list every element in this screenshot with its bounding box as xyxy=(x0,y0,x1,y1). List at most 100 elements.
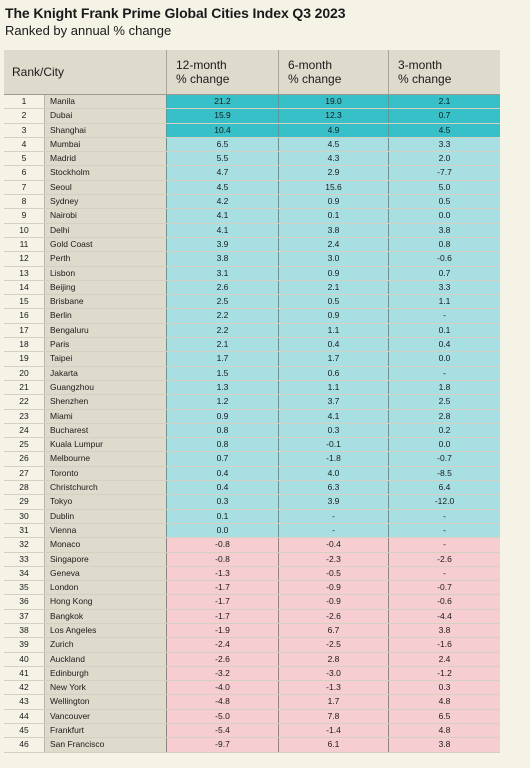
header-12-month-line2: % change xyxy=(176,72,230,86)
change-6-month-cell: 6.1 xyxy=(278,738,388,752)
change-12-month-cell: -1.3 xyxy=(166,566,278,581)
change-12-month-cell: 1.3 xyxy=(166,380,278,395)
rank-cell: 37 xyxy=(4,609,44,623)
table-row: 22 Shenzhen 1.2 3.7 2.5 xyxy=(4,395,500,410)
change-3-month-cell: 3.8 xyxy=(388,223,500,237)
rank-cell: 28 xyxy=(4,481,44,495)
table-row: 34 Geneva -1.3 -0.5- xyxy=(4,566,500,582)
rank-cell: 24 xyxy=(4,423,44,438)
change-12-month-cell: 2.2 xyxy=(166,309,278,323)
city-cell: Brisbane xyxy=(44,295,166,309)
header-3-month-line1: 3-month xyxy=(398,58,443,72)
change-3-month-cell: 0.4 xyxy=(388,338,500,352)
change-3-month-cell: 4.8 xyxy=(388,695,500,709)
city-cell: Beijing xyxy=(44,280,166,295)
change-3-month-cell: 2.8 xyxy=(388,409,500,423)
change-3-month-cell: 4.5 xyxy=(388,123,500,137)
change-3-month-cell: 6.5 xyxy=(388,709,500,724)
header-6-month-line2: % change xyxy=(288,72,342,86)
change-12-month-cell: -5.4 xyxy=(166,724,278,738)
rank-cell: 36 xyxy=(4,595,44,609)
change-6-month-cell: -0.5 xyxy=(278,566,388,581)
change-3-month-cell: 6.4 xyxy=(388,481,500,495)
rank-cell: 11 xyxy=(4,237,44,252)
change-6-month-cell: 4.5 xyxy=(278,137,388,152)
change-12-month-cell: 0.4 xyxy=(166,481,278,495)
rank-cell: 14 xyxy=(4,280,44,295)
city-cell: Paris xyxy=(44,338,166,352)
change-12-month-cell: 4.1 xyxy=(166,209,278,223)
change-3-month-cell: 0.0 xyxy=(388,438,500,452)
table-row: 31 Vienna 0.0- - xyxy=(4,523,500,539)
change-6-month-cell: 4.0 xyxy=(278,466,388,481)
table-row: 28 Christchurch 0.4 6.3 6.4 xyxy=(4,481,500,496)
change-3-month-cell: 0.3 xyxy=(388,681,500,695)
change-6-month-cell: - xyxy=(278,509,388,523)
rank-cell: 25 xyxy=(4,438,44,452)
change-6-month-cell: 3.9 xyxy=(278,495,388,509)
rank-cell: 44 xyxy=(4,709,44,724)
rank-cell: 5 xyxy=(4,152,44,166)
rank-cell: 9 xyxy=(4,209,44,223)
table-row: 36 Hong Kong -1.7 -0.9 -0.6 xyxy=(4,595,500,610)
table-row: 42 New York -4.0 -1.3 0.3 xyxy=(4,681,500,696)
city-cell: Jakarta xyxy=(44,366,166,380)
rank-cell: 21 xyxy=(4,380,44,395)
change-3-month-cell: 2.4 xyxy=(388,652,500,666)
change-3-month-cell: 0.8 xyxy=(388,237,500,252)
change-3-month-cell: 5.0 xyxy=(388,180,500,195)
rank-cell: 19 xyxy=(4,352,44,366)
change-6-month-cell: 4.9 xyxy=(278,123,388,137)
change-6-month-cell: -1.4 xyxy=(278,724,388,738)
city-cell: Edinburgh xyxy=(44,666,166,681)
change-6-month-cell: -0.9 xyxy=(278,595,388,609)
change-3-month-cell: -12.0 xyxy=(388,495,500,509)
city-cell: Kuala Lumpur xyxy=(44,438,166,452)
table-row: 37 Bangkok -1.7 -2.6 -4.4 xyxy=(4,609,500,624)
city-cell: San Francisco xyxy=(44,738,166,752)
change-12-month-cell: -1.7 xyxy=(166,581,278,595)
table-row: 40 Auckland -2.6 2.8 2.4 xyxy=(4,652,500,667)
table-row: 17 Bengaluru 2.2 1.1 0.1 xyxy=(4,323,500,339)
table-row: 23 Miami 0.9 4.1 2.8 xyxy=(4,409,500,424)
rank-cell: 13 xyxy=(4,266,44,280)
city-cell: Madrid xyxy=(44,152,166,166)
change-6-month-cell: -0.9 xyxy=(278,581,388,595)
change-12-month-cell: -3.2 xyxy=(166,666,278,681)
change-12-month-cell: 10.4 xyxy=(166,123,278,137)
change-6-month-cell: -2.3 xyxy=(278,552,388,566)
table-body: 1 Manila 21.2 19.0 2.1 2 Dubai 15.9 12.3 0.7 3 Shan… xyxy=(4,95,500,753)
city-cell: Tokyo xyxy=(44,495,166,509)
change-3-month-cell: 0.1 xyxy=(388,323,500,338)
change-12-month-cell: 3.9 xyxy=(166,237,278,252)
rank-cell: 7 xyxy=(4,180,44,195)
change-6-month-cell: 0.6 xyxy=(278,366,388,380)
change-6-month-cell: 0.9 xyxy=(278,195,388,209)
table-row: 2 Dubai 15.9 12.3 0.7 xyxy=(4,109,500,124)
change-3-month-cell: -8.5 xyxy=(388,466,500,481)
change-6-month-cell: - xyxy=(278,523,388,538)
change-12-month-cell: 0.0 xyxy=(166,523,278,538)
change-3-month-cell: 1.1 xyxy=(388,295,500,309)
city-cell: Seoul xyxy=(44,180,166,195)
change-12-month-cell: 0.4 xyxy=(166,466,278,481)
table-row: 26 Melbourne 0.7 -1.8 -0.7 xyxy=(4,452,500,467)
change-3-month-cell: 3.8 xyxy=(388,738,500,752)
rank-cell: 26 xyxy=(4,452,44,466)
change-6-month-cell: -0.4 xyxy=(278,538,388,552)
table-row: 44 Vancouver -5.0 7.8 6.5 xyxy=(4,709,500,725)
change-12-month-cell: -0.8 xyxy=(166,538,278,552)
change-3-month-cell: -1.6 xyxy=(388,638,500,652)
change-12-month-cell: 2.1 xyxy=(166,338,278,352)
rank-cell: 38 xyxy=(4,623,44,638)
header-6-month-line1: 6-month xyxy=(288,58,333,72)
change-6-month-cell: 0.4 xyxy=(278,338,388,352)
table-row: 18 Paris 2.1 0.4 0.4 xyxy=(4,338,500,353)
header-12-month-line1: 12-month xyxy=(176,58,227,72)
change-12-month-cell: 4.2 xyxy=(166,195,278,209)
table-row: 14 Beijing 2.6 2.1 3.3 xyxy=(4,280,500,296)
header-6-month: 6-month % change xyxy=(278,50,388,94)
header-12-month: 12-month % change xyxy=(166,50,278,94)
change-6-month-cell: -1.3 xyxy=(278,681,388,695)
change-12-month-cell: 4.7 xyxy=(166,166,278,180)
